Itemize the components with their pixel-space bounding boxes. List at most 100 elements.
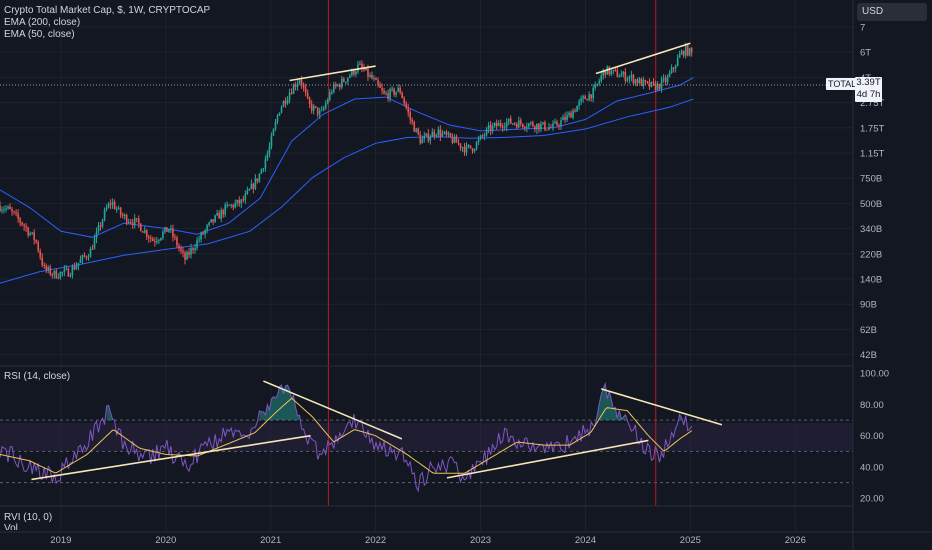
candle-body <box>634 79 637 84</box>
candle-body <box>145 230 148 237</box>
candle-body <box>548 127 550 130</box>
candle-body <box>49 267 52 275</box>
candle-body <box>680 51 683 55</box>
candle-body <box>83 255 86 257</box>
candle-body <box>686 45 689 56</box>
rsi-trendline <box>263 380 403 440</box>
candle-body <box>204 230 206 235</box>
candle-body <box>276 115 279 122</box>
symbol-title[interactable]: Crypto Total Market Cap, $, 1W, CRYPTOCA… <box>4 5 211 16</box>
time-axis[interactable]: 2019 2020 2021 2022 2023 2024 2025 2026 <box>50 535 806 546</box>
candle-body <box>25 226 27 228</box>
candle-body <box>461 147 464 149</box>
candle-body <box>156 241 158 243</box>
candle-body <box>71 266 74 276</box>
currency-button[interactable]: USD <box>857 3 927 21</box>
candle-body <box>248 189 251 191</box>
candle-body <box>495 122 498 127</box>
rsi-tick-label: 60.00 <box>860 431 884 442</box>
candle-body <box>93 238 96 250</box>
candle-body <box>515 123 518 128</box>
candle-body <box>588 94 590 101</box>
candle-body <box>230 204 233 206</box>
candle-body <box>314 105 317 108</box>
ema-200-label[interactable]: EMA (200, close) <box>4 17 81 28</box>
candle-body <box>222 210 224 215</box>
price-trendlines[interactable] <box>289 42 691 82</box>
candle-body <box>3 209 5 211</box>
candle-body <box>29 233 31 236</box>
rsi-pane-title[interactable]: RSI (14, close) <box>4 371 71 382</box>
candle-body <box>21 222 23 225</box>
time-tick-label: 2023 <box>470 535 491 546</box>
candle-body <box>475 142 478 150</box>
candle-body <box>208 222 210 226</box>
candle-body <box>449 133 452 138</box>
rsi-trendline <box>446 439 649 479</box>
rsi-trendline <box>600 388 723 426</box>
ema-50-label[interactable]: EMA (50, close) <box>4 29 75 40</box>
candle-body <box>630 75 633 78</box>
candle-body <box>113 202 116 210</box>
candle-body <box>469 145 472 149</box>
candle-body <box>244 193 247 201</box>
candle-body <box>238 199 241 204</box>
candle-body <box>574 110 576 112</box>
rsi-tick-label: 100.00 <box>860 369 889 380</box>
candle-body <box>73 266 76 270</box>
candle-body <box>160 237 162 240</box>
candle-body <box>507 118 510 122</box>
candle-body <box>154 241 156 243</box>
candle-body <box>23 224 25 227</box>
candle-body <box>77 262 80 266</box>
ema-200-path <box>0 98 694 284</box>
candle-body <box>212 219 214 222</box>
price-tick-label: 220B <box>860 249 882 260</box>
candle-body <box>35 240 37 242</box>
candle-body <box>172 228 174 237</box>
candle-body <box>214 215 216 222</box>
candle-body <box>260 169 263 174</box>
candle-body <box>347 77 349 82</box>
candle-body <box>188 251 190 255</box>
ema-50-path <box>0 77 694 238</box>
candle-body <box>483 135 486 137</box>
rsi-trendline <box>31 434 311 481</box>
candle-body <box>349 75 351 78</box>
candle-body <box>505 121 508 127</box>
rsi-trendlines[interactable] <box>31 380 723 481</box>
candle-body <box>97 225 100 232</box>
bar-countdown: 4d 7h <box>856 89 881 100</box>
rsi-tick-label: 80.00 <box>860 400 884 411</box>
candle-body <box>127 221 130 223</box>
candle-body <box>399 87 401 93</box>
candle-body <box>359 63 361 65</box>
time-tick-label: 2021 <box>260 535 281 546</box>
price-tick-label: 340B <box>860 224 882 235</box>
candle-body <box>361 63 363 68</box>
time-tick-label: 2026 <box>785 535 806 546</box>
candle-body <box>170 228 172 230</box>
candle-body <box>268 146 271 154</box>
candle-body <box>582 96 584 99</box>
candle-body <box>455 136 458 143</box>
candle-body <box>509 118 512 124</box>
candle-body <box>326 100 329 104</box>
candle-body <box>15 212 17 214</box>
rvi-pane-title[interactable]: RVI (10, 0) <box>4 512 53 523</box>
candle-body <box>602 70 605 76</box>
candle-body <box>123 214 126 217</box>
price-trendline <box>595 42 691 75</box>
candle-body <box>373 78 375 80</box>
candle-body <box>310 104 313 111</box>
candle-body <box>5 208 7 210</box>
candle-body <box>610 70 613 75</box>
candle-body <box>109 203 112 205</box>
candle-body <box>682 51 685 56</box>
rsi-axis[interactable]: 100.00 80.00 60.00 40.00 20.00 <box>860 369 889 505</box>
candle-body <box>632 75 635 84</box>
candle-body <box>9 206 11 210</box>
candle-body <box>288 92 291 100</box>
candle-body <box>143 230 146 233</box>
